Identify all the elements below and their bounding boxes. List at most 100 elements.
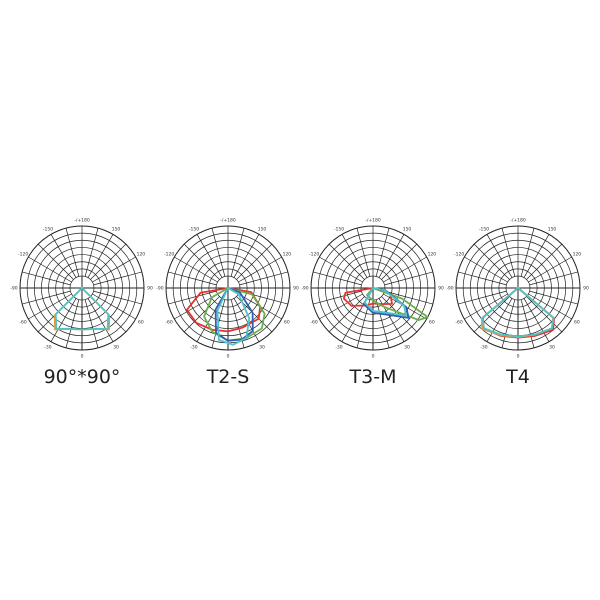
grid-spoke: [92, 293, 136, 320]
angle-label: 0: [81, 354, 84, 360]
grid-spoke: [22, 290, 71, 305]
grid-spoke: [464, 293, 508, 320]
grid-spoke: [313, 271, 362, 286]
angle-label: 90: [438, 286, 444, 292]
angle-label: 120: [137, 252, 146, 258]
grid-spoke: [520, 299, 535, 348]
grid-spoke: [375, 299, 390, 348]
intensity-curve: [216, 287, 251, 346]
angle-label: 0: [227, 354, 230, 360]
angle-label: 150: [548, 227, 557, 233]
angle-label: 30: [549, 344, 555, 350]
angle-label: 60: [574, 320, 580, 326]
grid-spoke: [520, 228, 535, 277]
angle-label: -30: [480, 344, 487, 350]
diagram-title-t4: T4: [506, 366, 530, 388]
grid-spoke: [375, 228, 390, 277]
angle-label: -/+180: [510, 218, 526, 224]
grid-spoke: [384, 290, 433, 305]
polar-diagram: -/+180 -150 150 -120 120 -90 90 -60 60 -30 30 0: [301, 218, 444, 360]
angle-label: -150: [479, 227, 489, 233]
angle-label: 60: [429, 320, 435, 326]
grid-spoke: [239, 271, 288, 286]
angle-label: 0: [517, 354, 520, 360]
angle-label: -150: [334, 227, 344, 233]
angle-label: 120: [573, 252, 582, 258]
angle-label: -/+180: [365, 218, 381, 224]
angle-label: -150: [43, 227, 53, 233]
grid-spoke: [529, 271, 578, 286]
grid-spoke: [529, 290, 578, 305]
intensity-curve: [343, 287, 393, 307]
grid-spoke: [87, 298, 114, 342]
grid-spoke: [523, 298, 550, 342]
grid-spoke: [168, 290, 217, 305]
grid-spoke: [50, 234, 77, 278]
grid-spoke: [65, 299, 80, 348]
grid-spoke: [28, 293, 72, 320]
grid-spoke: [384, 271, 433, 286]
grid-spoke: [486, 234, 513, 278]
grid-spoke: [233, 234, 260, 278]
grid-spoke: [523, 234, 550, 278]
angle-label: 30: [259, 344, 265, 350]
angle-label: -60: [165, 320, 172, 326]
grid-spoke: [501, 299, 516, 348]
diagram-title-t3m: T3-M: [349, 366, 397, 388]
grid-spoke: [37, 243, 74, 280]
grid-spoke: [183, 243, 220, 280]
angle-label: 30: [404, 344, 410, 350]
grid-spoke: [93, 290, 142, 305]
grid-spoke: [328, 243, 365, 280]
angle-label: -30: [335, 344, 342, 350]
grid-spoke: [378, 234, 405, 278]
grid-spoke: [230, 228, 245, 277]
angle-label: -90: [10, 286, 17, 292]
grid-spoke: [486, 298, 513, 342]
angle-label: -90: [301, 286, 308, 292]
diagram-title-t2s: T2-S: [206, 366, 250, 388]
grid-spoke: [383, 256, 427, 283]
grid-spoke: [473, 243, 510, 280]
diagram-title-90x90: 90°*90°: [43, 366, 121, 388]
angle-label: -60: [19, 320, 26, 326]
angle-label: 60: [284, 320, 290, 326]
grid-spoke: [528, 256, 572, 283]
intensity-curve: [363, 287, 408, 317]
grid-spoke: [341, 234, 368, 278]
polar-diagram: -/+180 -150 150 -120 120 -90 90 -60 60 -30 30 0: [10, 218, 153, 360]
grid-spoke: [464, 256, 508, 283]
grid-spoke: [313, 290, 362, 305]
grid-spoke: [526, 243, 563, 280]
grid-spoke: [87, 234, 114, 278]
grid-spoke: [458, 271, 507, 286]
grid-spoke: [65, 228, 80, 277]
grid-spoke: [458, 290, 507, 305]
angle-label: 120: [428, 252, 437, 258]
angle-label: 150: [258, 227, 267, 233]
grid-spoke: [50, 298, 77, 342]
grid-spoke: [84, 299, 99, 348]
grid-spoke: [356, 228, 371, 277]
polar-diagram: -/+180 -150 150 -120 120 -90 90 -60 60 -30 30 0: [446, 218, 589, 360]
grid-spoke: [174, 293, 218, 320]
angle-label: -30: [190, 344, 197, 350]
angle-label: 0: [372, 354, 375, 360]
grid-spoke: [211, 228, 226, 277]
angle-label: -120: [454, 252, 464, 258]
grid-spoke: [319, 293, 363, 320]
grid-spoke: [92, 256, 136, 283]
grid-spoke: [196, 234, 223, 278]
grid-spoke: [183, 296, 220, 333]
grid-spoke: [93, 271, 142, 286]
grid-spoke: [28, 256, 72, 283]
angle-label: -90: [446, 286, 453, 292]
angle-label: 90: [583, 286, 589, 292]
grid-spoke: [319, 256, 363, 283]
angle-label: 150: [403, 227, 412, 233]
grid-spoke: [174, 256, 218, 283]
intensity-curve: [54, 287, 110, 331]
grid-spoke: [236, 243, 273, 280]
grid-spoke: [22, 271, 71, 286]
